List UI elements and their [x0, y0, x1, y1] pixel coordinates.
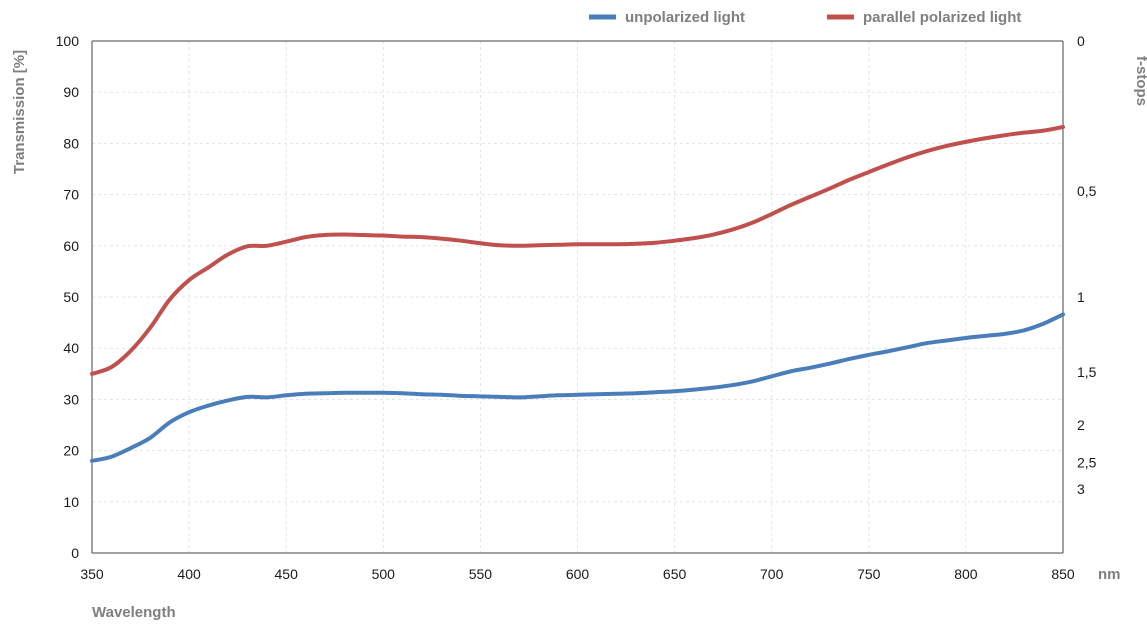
x-tick-label: 700	[760, 566, 784, 582]
y2-tick-label: 3	[1077, 481, 1085, 497]
y-tick-label: 100	[56, 33, 80, 49]
parallel-polarized-light-line	[90, 125, 1065, 376]
unpolarized-light-line	[90, 312, 1065, 463]
y-tick-label: 30	[63, 391, 79, 407]
x-axis-unit: nm	[1098, 566, 1121, 583]
y2-axis-title: f-stops	[1133, 56, 1147, 106]
y2-tick-label: 2,5	[1077, 454, 1097, 470]
x-tick-label: 400	[177, 566, 201, 582]
series	[90, 125, 1065, 463]
x-tick-label: 550	[469, 566, 493, 582]
x-axis-title: Wavelength	[92, 604, 176, 621]
legend-label-parallel: parallel polarized light	[863, 9, 1021, 26]
y-tick-label: 10	[63, 494, 79, 510]
x-tick-label: 850	[1051, 566, 1075, 582]
legend: unpolarized light parallel polarized lig…	[589, 9, 1021, 26]
y2-tick-label: 1,5	[1077, 364, 1097, 380]
x-tick-label: 800	[954, 566, 978, 582]
y2-tick-label: 1	[1077, 289, 1085, 305]
x-tick-label: 600	[566, 566, 590, 582]
legend-label-unpolarized: unpolarized light	[625, 9, 745, 26]
y-tick-label: 90	[63, 84, 79, 100]
y2-tick-label: 0,5	[1077, 183, 1097, 199]
y2-tick-label: 2	[1077, 417, 1085, 433]
y-tick-label: 60	[63, 238, 79, 254]
y-tick-label: 20	[63, 443, 79, 459]
x-tick-label: 650	[663, 566, 687, 582]
y2-tick-label: 0	[1077, 33, 1085, 49]
grid	[92, 41, 1063, 553]
x-tick-label: 750	[857, 566, 881, 582]
y-tick-label: 50	[63, 289, 79, 305]
x-tick-label: 500	[372, 566, 396, 582]
x-tick-label: 450	[275, 566, 299, 582]
y-tick-label: 80	[63, 135, 79, 151]
y-tick-label: 40	[63, 340, 79, 356]
y-tick-label: 0	[71, 545, 79, 561]
y-tick-label: 70	[63, 187, 79, 203]
x-tick-label: 350	[80, 566, 104, 582]
y-axis-title: Transmission [%]	[11, 50, 28, 174]
